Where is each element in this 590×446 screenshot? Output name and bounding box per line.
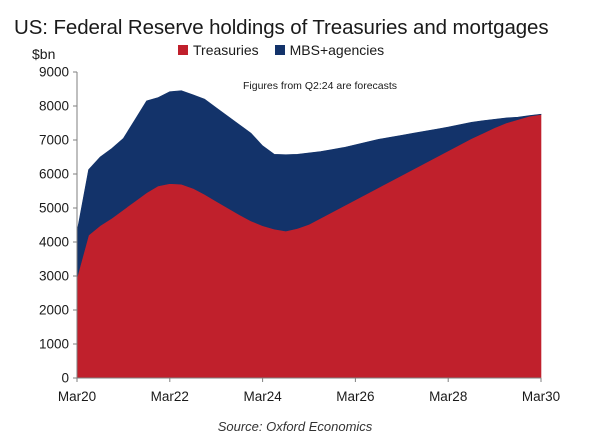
x-tick-label: Mar26 [336,389,374,404]
x-tick-label: Mar30 [522,389,560,404]
x-tick-label: Mar20 [58,389,96,404]
y-tick-label: 1000 [39,337,69,352]
legend: Treasuries MBS+agencies [178,42,400,58]
series-areas [76,90,542,379]
area-mbs-agencies [76,90,542,278]
chart-title: US: Federal Reserve holdings of Treasuri… [14,16,549,39]
y-tick-label: 9000 [39,65,69,80]
y-tick-label: 0 [61,371,69,386]
y-tick-label: 6000 [39,167,69,182]
y-tick-label: 3000 [39,269,69,284]
legend-label-treasuries: Treasuries [193,42,259,58]
y-axis-unit-label: $bn [32,46,56,62]
legend-label-mbs: MBS+agencies [289,42,385,58]
x-tick-label: Mar22 [151,389,189,404]
legend-item-mbs: MBS+agencies [274,42,385,58]
legend-swatch-treasuries [178,45,188,55]
source-note: Source: Oxford Economics [217,419,373,434]
y-tick-label: 5000 [39,201,69,216]
legend-item-treasuries: Treasuries [178,42,259,58]
y-tick-label: 2000 [39,303,69,318]
x-tick-label: Mar24 [243,389,282,404]
axes: 0 1000 2000 3000 4000 5000 6000 7000 8000 9000 Mar… [39,65,560,405]
legend-swatch-mbs [274,45,285,55]
y-tick-label: 8000 [39,99,69,114]
x-tick-label: Mar28 [429,389,467,404]
forecast-annotation: Figures from Q2:24 are forecasts [243,80,398,92]
y-tick-label: 7000 [39,133,69,148]
y-tick-label: 4000 [39,235,69,250]
